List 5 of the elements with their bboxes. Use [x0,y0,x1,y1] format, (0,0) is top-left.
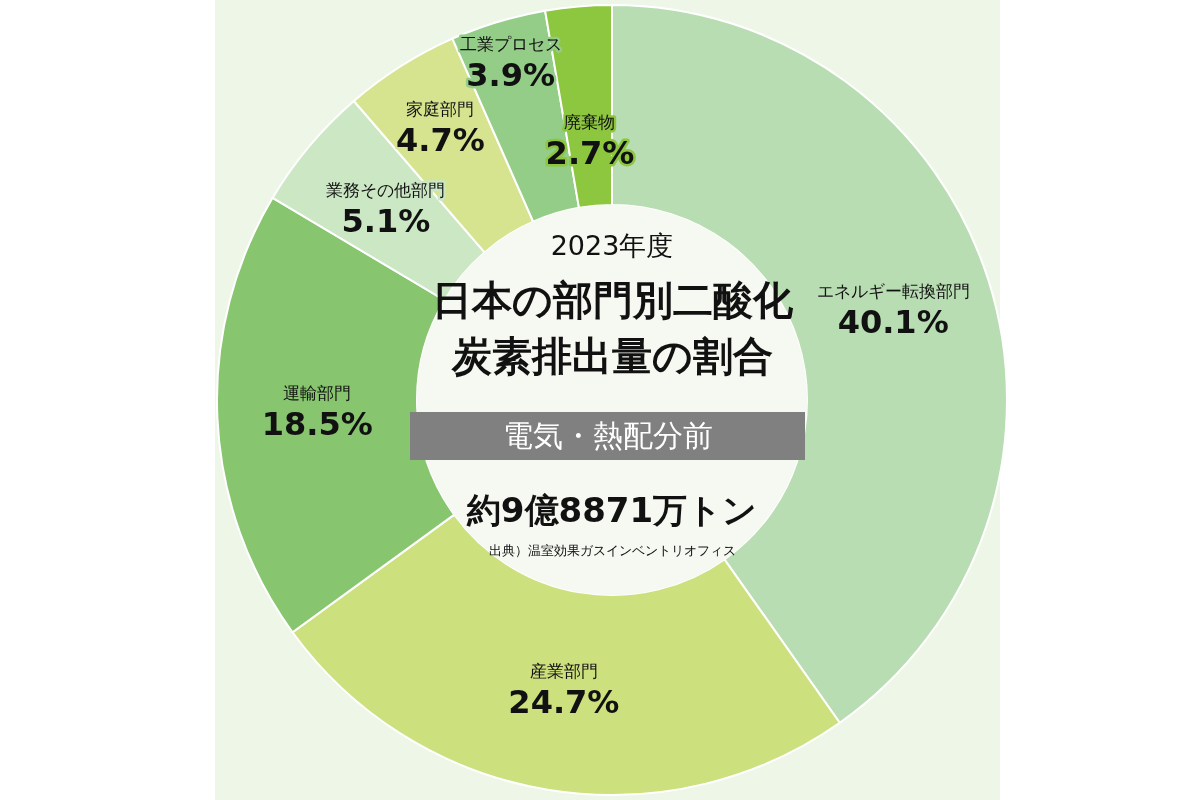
text: 日本の部門別二酸化炭素排出量の割合 [430,276,794,381]
text: 電気・熱配分前 [410,412,805,460]
source-note: 出典）温室効果ガスインベントリオフィス [487,542,737,560]
text: 約9億8871万トン [465,489,759,532]
text: 2023年度 [550,230,674,261]
